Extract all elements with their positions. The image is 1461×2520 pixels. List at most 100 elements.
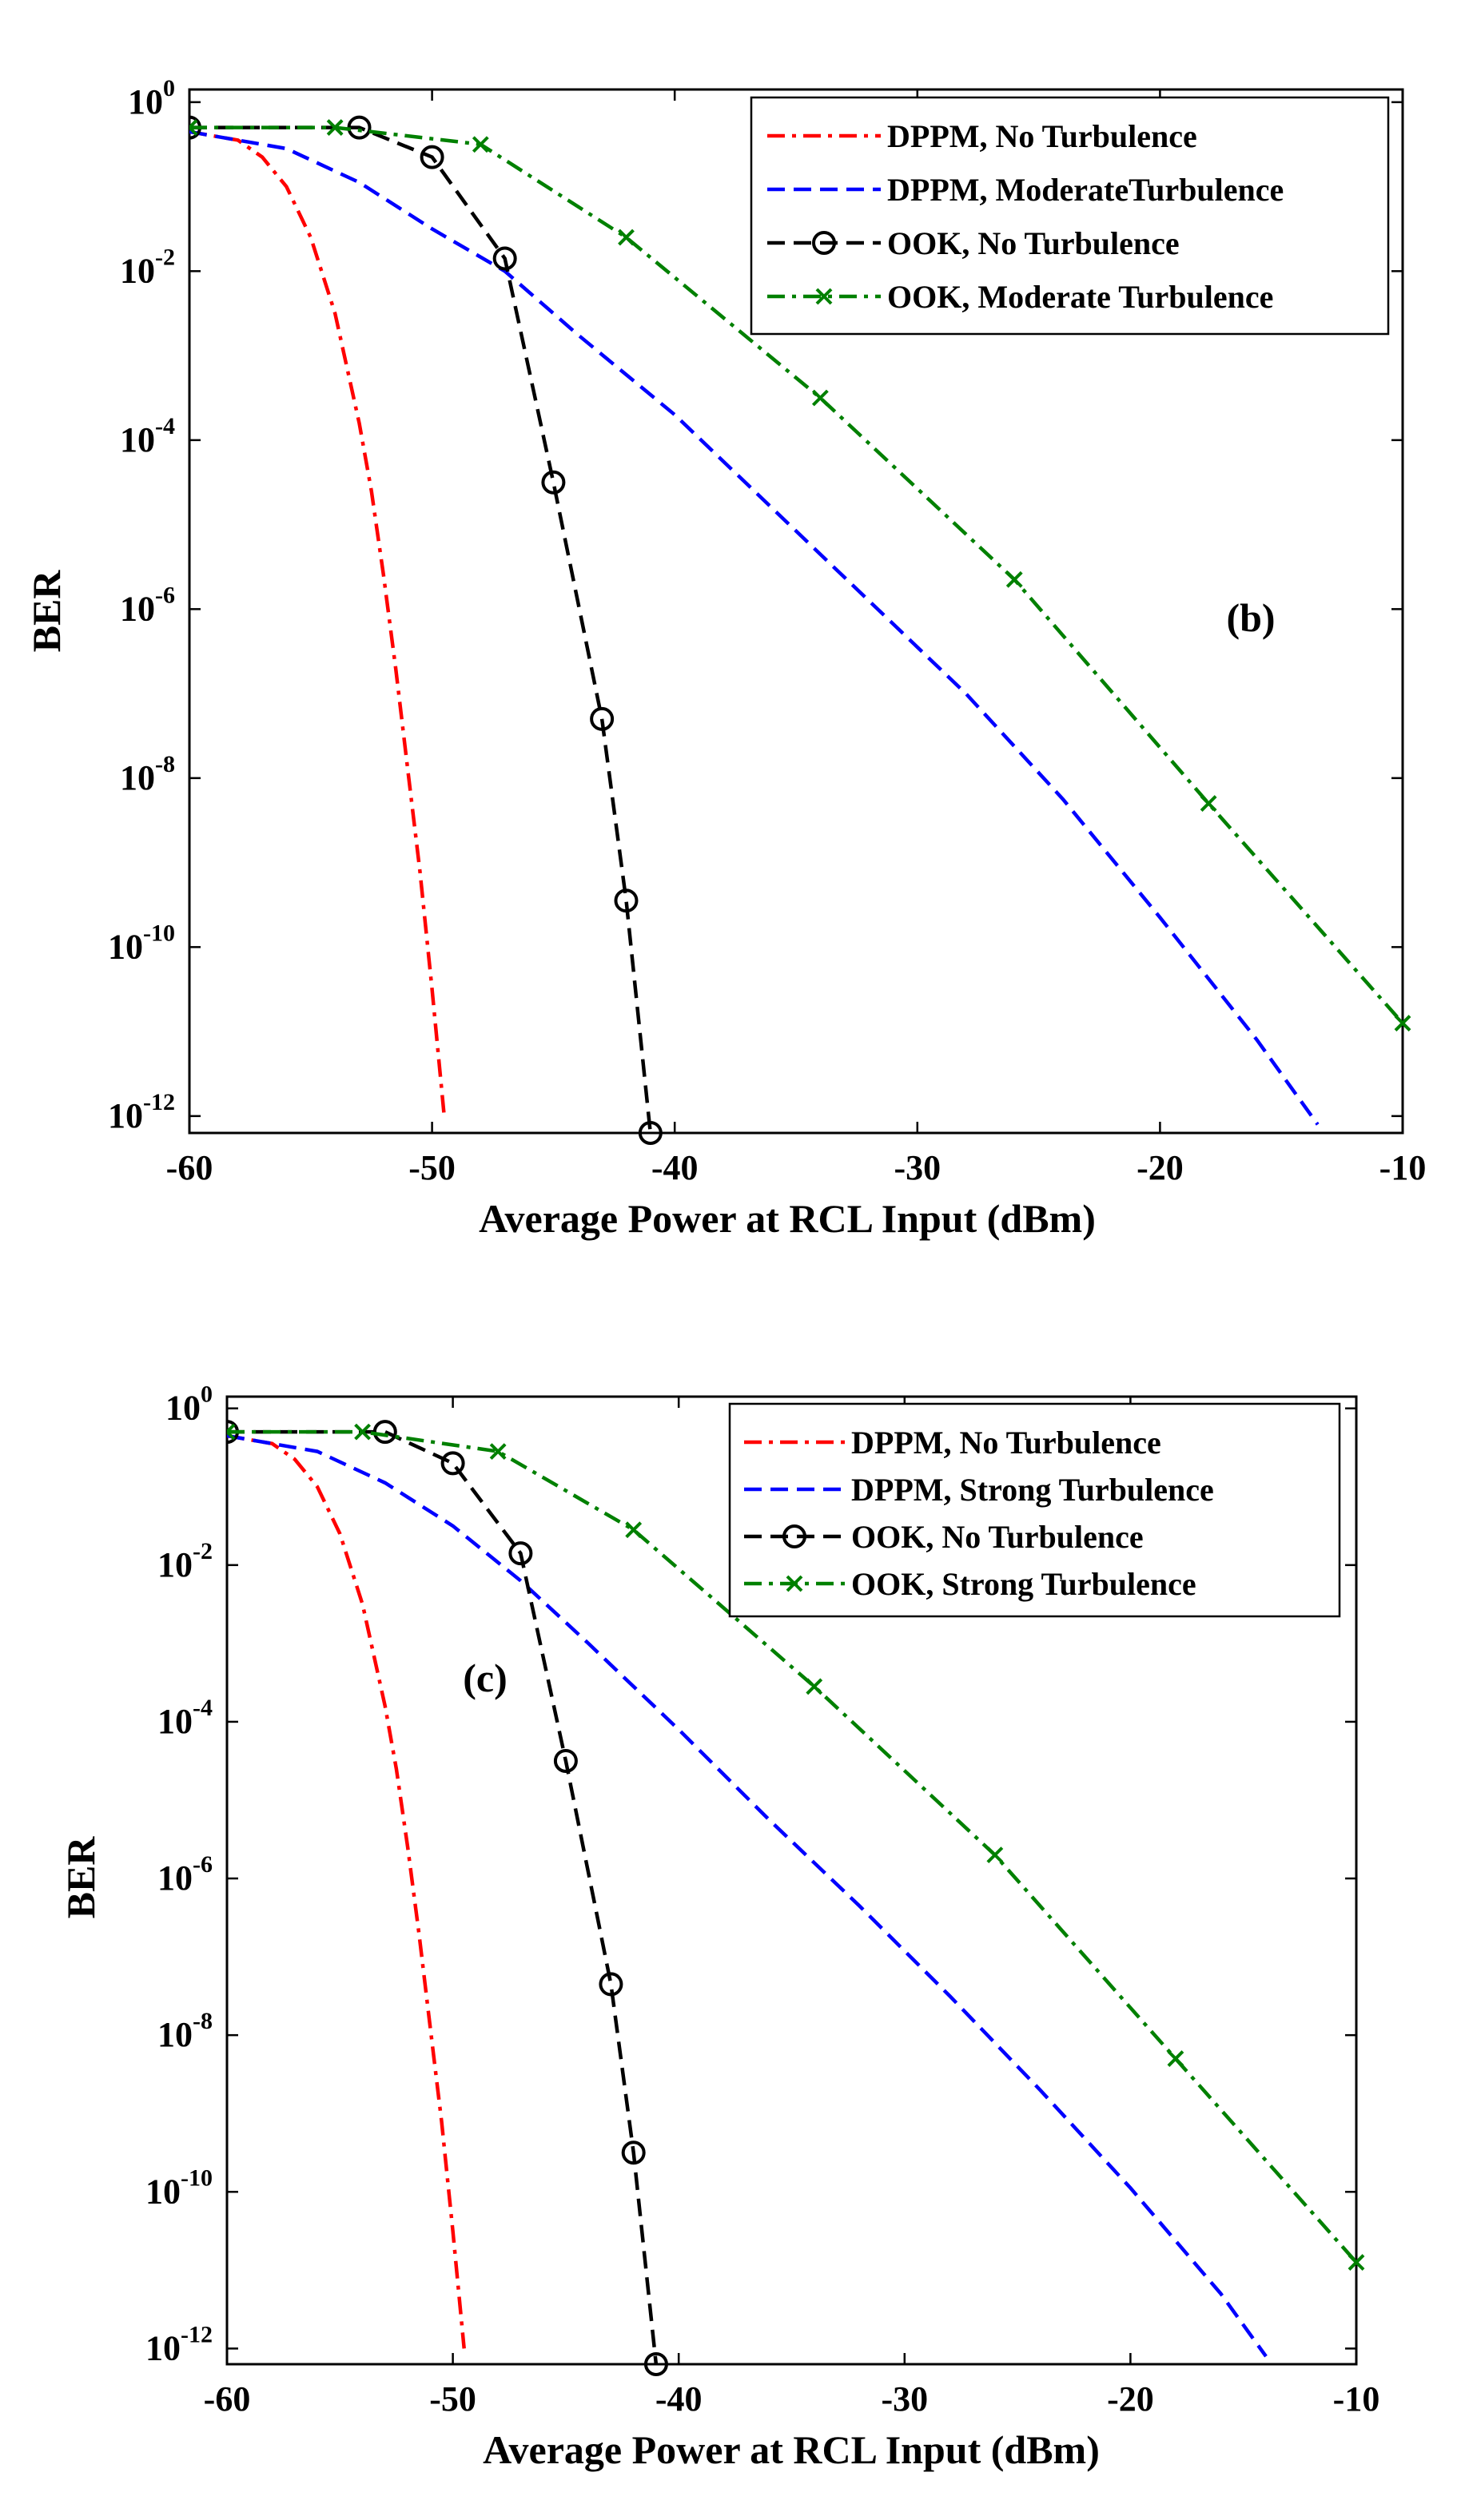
marker-x	[227, 1423, 236, 1441]
legend: DPPM, No Turbulence DPPM, ModerateTurbule…	[750, 96, 1390, 336]
series-line	[189, 129, 1320, 1126]
marker-x	[326, 119, 344, 137]
legend-item: OOK, Moderate Turbulence	[767, 279, 1273, 315]
series-line	[189, 125, 653, 1134]
legend-item: DPPM, ModerateTurbulence	[767, 172, 1284, 208]
x-axis-title: Average Power at RCL Input (dBm)	[479, 1196, 1096, 1241]
y-tick-label: 10-10	[108, 920, 175, 966]
marker-x	[811, 389, 829, 407]
y-tick-label: 10-12	[145, 2321, 213, 2367]
marker-x	[1005, 570, 1023, 588]
y-tick-label: 10-6	[120, 582, 175, 628]
x-tick-label: -50	[429, 2379, 476, 2419]
legend-label: OOK, Strong Turbulence	[851, 1566, 1196, 1602]
marker-x	[618, 229, 635, 246]
y-axis-title: BER	[58, 1836, 103, 1919]
series-4	[227, 1423, 1365, 2271]
y-tick-label: 10-6	[157, 1851, 213, 1898]
legend-label: DPPM, Strong Turbulence	[851, 1472, 1214, 1508]
legend-label: OOK, No Turbulence	[851, 1519, 1144, 1555]
legend-box	[750, 96, 1390, 336]
plot-frame	[188, 88, 1404, 1135]
marker-circle	[440, 1451, 465, 1476]
legend-item: DPPM, Strong Turbulence	[744, 1472, 1214, 1508]
legend-label: DPPM, No Turbulence	[851, 1425, 1161, 1461]
marker-x	[625, 1521, 643, 1539]
x-tick-label: -40	[655, 2379, 703, 2419]
y-tick-label: 10-12	[108, 1089, 175, 1135]
series-line	[189, 129, 447, 1117]
marker-circle	[492, 246, 517, 271]
x-tick-label: -30	[881, 2379, 928, 2419]
marker-circle	[812, 231, 836, 255]
x-tick-label: -40	[651, 1148, 699, 1187]
marker-circle	[508, 1541, 533, 1566]
x-tick-label: -20	[1137, 1148, 1184, 1187]
legend-item: DPPM, No Turbulence	[767, 118, 1197, 154]
series-3	[189, 115, 663, 1145]
legend-item: DPPM, No Turbulence	[744, 1425, 1161, 1461]
marker-x	[354, 1423, 371, 1441]
series-1	[189, 129, 447, 1117]
panel-label: (b)	[1226, 595, 1275, 640]
series-4	[189, 119, 1411, 1031]
marker-x	[1167, 2050, 1184, 2067]
x-tick-label: -60	[166, 1148, 213, 1187]
marker-x	[472, 136, 489, 153]
x-tick-label: -10	[1333, 2379, 1380, 2419]
series-line	[227, 1433, 466, 2349]
marker-circle	[638, 1121, 663, 1145]
x-tick-label: -60	[204, 2379, 251, 2419]
legend: DPPM, No Turbulence DPPM, Strong Turbulen…	[728, 1402, 1341, 1618]
legend-label: DPPM, No Turbulence	[887, 118, 1197, 154]
series-3	[227, 1420, 668, 2376]
plot-frame	[225, 1395, 1358, 2366]
legend-item: OOK, No Turbulence	[744, 1519, 1144, 1555]
marker-circle	[643, 2352, 668, 2376]
marker-x	[189, 119, 198, 137]
y-axis-title: BER	[24, 570, 69, 653]
marker-circle	[621, 2140, 646, 2165]
marker-circle	[420, 145, 444, 169]
series-line	[227, 1429, 1358, 2264]
y-tick-label: 10-4	[120, 413, 175, 459]
y-tick-label: 100	[165, 1381, 213, 1428]
series-2	[189, 129, 1320, 1126]
marker-x	[1348, 2254, 1365, 2271]
marker-circle	[553, 1748, 578, 1773]
series-line	[227, 1433, 1268, 2358]
panel-label: (c)	[463, 1655, 508, 1700]
legend-label: DPPM, ModerateTurbulence	[887, 172, 1284, 208]
legend-item: OOK, No Turbulence	[767, 225, 1180, 261]
chart-1: -60 -50 -40 -30 -20 -10 100 10-2 10-4 10-6 10-8 10-…	[24, 75, 1426, 1241]
marker-circle	[541, 470, 566, 495]
marker-x	[786, 1575, 803, 1592]
x-tick-label: -20	[1107, 2379, 1154, 2419]
y-tick-label: 10-8	[157, 2008, 213, 2054]
legend-box	[728, 1402, 1341, 1618]
series-2	[227, 1433, 1268, 2358]
x-tick-label: -50	[408, 1148, 456, 1187]
y-tick-label: 100	[128, 75, 175, 121]
marker-x	[815, 288, 833, 305]
chart-2: -60 -50 -40 -30 -20 -10 100 10-2 10-4 10-6 10-8 10-…	[58, 1381, 1379, 2472]
y-tick-label: 10-8	[120, 751, 175, 797]
marker-x	[489, 1443, 507, 1461]
x-axis-title: Average Power at RCL Input (dBm)	[483, 2427, 1100, 2472]
legend-label: OOK, Moderate Turbulence	[887, 279, 1273, 315]
marker-x	[1394, 1015, 1411, 1031]
y-tick-label: 10-4	[157, 1695, 213, 1741]
marker-circle	[782, 1524, 806, 1548]
series-line	[189, 125, 1404, 1024]
x-tick-label: -10	[1379, 1148, 1427, 1187]
marker-circle	[614, 888, 639, 913]
y-tick-label: 10-2	[157, 1538, 213, 1584]
marker-circle	[372, 1420, 397, 1445]
series-line	[227, 1429, 659, 2365]
series-1	[227, 1433, 466, 2349]
marker-circle	[599, 1972, 623, 1997]
x-tick-label: -30	[894, 1148, 941, 1187]
y-tick-label: 10-10	[145, 2164, 213, 2211]
marker-x	[1200, 795, 1217, 812]
marker-x	[986, 1846, 1004, 1864]
